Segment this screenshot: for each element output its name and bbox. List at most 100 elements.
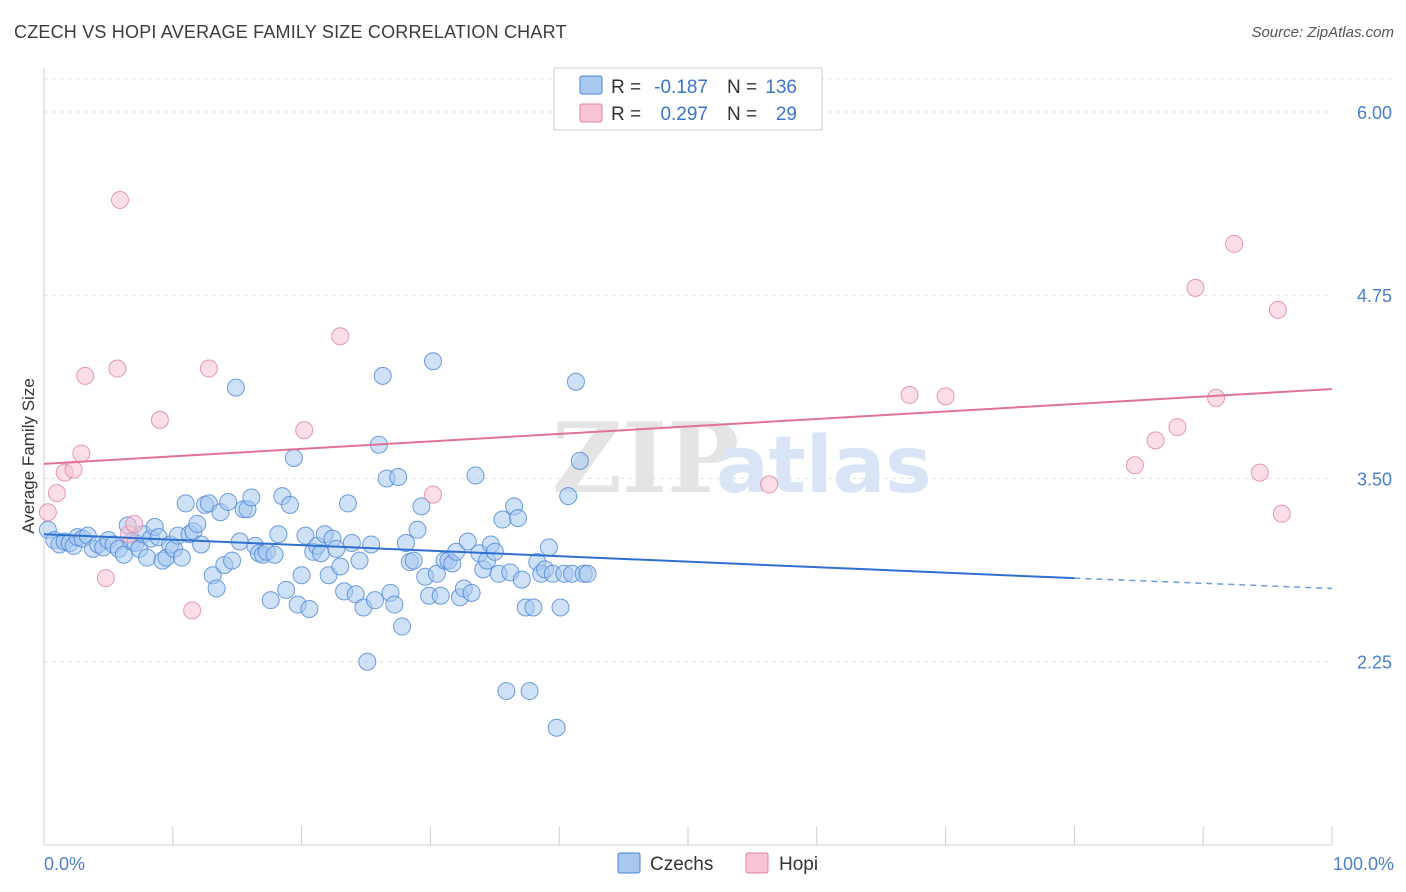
czechs-point [431, 586, 450, 605]
czechs-trend-extension [1074, 577, 1333, 590]
hopi-point [331, 327, 350, 346]
czechs-point [385, 595, 404, 614]
y-tick-label: 2.25 [1357, 653, 1392, 673]
czechs-point [389, 468, 408, 487]
gridlines [44, 78, 1392, 663]
y-tick-labels: 2.25 3.50 4.75 6.00 [1357, 103, 1392, 673]
czechs-points [38, 352, 597, 737]
hopi-point [1125, 456, 1144, 475]
legend-n-value-czechs: 136 [765, 77, 797, 98]
hopi-point [1268, 300, 1287, 319]
hopi-point [150, 410, 169, 429]
czechs-point [566, 372, 585, 391]
x-tick-label-min: 0.0% [44, 854, 85, 874]
czechs-point [296, 526, 315, 545]
legend-swatch-czechs [579, 75, 603, 95]
hopi-point [295, 421, 314, 440]
czechs-point [172, 548, 191, 567]
hopi-point [38, 503, 57, 522]
legend-r-label-hopi: R = [611, 104, 641, 125]
y-axis-label: Average Family Size [19, 378, 38, 534]
legend-n-label-hopi: N = [727, 104, 757, 125]
hopi-point [96, 569, 115, 588]
bottom-legend: Czechs Hopi [617, 852, 818, 875]
bottom-legend-label-hopi: Hopi [779, 854, 818, 875]
hopi-point [1272, 504, 1291, 523]
czechs-point [570, 451, 589, 470]
czechs-point [284, 448, 303, 467]
czechs-point [547, 718, 566, 737]
trend-lines [43, 388, 1333, 590]
czechs-point [539, 538, 558, 557]
czechs-point [512, 570, 531, 589]
czechs-point [559, 487, 578, 506]
czechs-point [346, 585, 365, 604]
bottom-legend-swatch-hopi [745, 852, 769, 874]
watermark: ZIP atlas [552, 402, 932, 515]
czechs-point [404, 551, 423, 570]
czechs-point [493, 510, 512, 529]
legend-swatch-hopi [579, 103, 603, 123]
czechs-point [485, 542, 504, 561]
czechs-point [458, 532, 477, 551]
bottom-legend-label-czechs: Czechs [650, 854, 713, 875]
legend-n-value-hopi: 29 [776, 104, 797, 125]
czechs-point [508, 509, 527, 528]
hopi-point [64, 460, 83, 479]
hopi-points [38, 190, 1291, 620]
czechs-point [497, 682, 516, 701]
czechs-point [427, 564, 446, 583]
czechs-point [524, 598, 543, 617]
legend-r-value-czechs: -0.187 [654, 77, 708, 98]
czechs-point [520, 682, 539, 701]
czechs-point [223, 551, 242, 570]
hopi-point [76, 366, 95, 385]
czechs-point [292, 566, 311, 585]
legend-n-label-czechs: N = [727, 77, 757, 98]
czechs-point [192, 535, 211, 554]
chart-title: CZECH VS HOPI AVERAGE FAMILY SIZE CORREL… [14, 22, 567, 42]
hopi-point [936, 387, 955, 406]
czechs-point [176, 494, 195, 513]
czechs-point [311, 544, 330, 563]
czechs-point [219, 492, 238, 511]
czechs-point [242, 488, 261, 507]
czechs-point [300, 599, 319, 618]
y-tick-label: 3.50 [1357, 469, 1392, 489]
hopi-point [108, 359, 127, 378]
czechs-point [373, 366, 392, 385]
czechs-point [362, 535, 381, 554]
czechs-point [226, 378, 245, 397]
hopi-point [900, 385, 919, 404]
legend-box: R = -0.187 N = 136 R = 0.297 N = 29 [553, 67, 823, 131]
czechs-point [281, 495, 300, 514]
czechs-point [331, 557, 350, 576]
hopi-point [110, 190, 129, 209]
hopi-point [47, 484, 66, 503]
czechs-point [408, 520, 427, 539]
czechs-point [350, 551, 369, 570]
czechs-point [261, 591, 280, 610]
watermark-atlas: atlas [716, 421, 932, 511]
hopi-point [72, 444, 91, 463]
hopi-point [1186, 278, 1205, 297]
hopi-point [1225, 234, 1244, 253]
czechs-point [393, 617, 412, 636]
czechs-point [466, 466, 485, 485]
czechs-point [207, 579, 226, 598]
y-tick-label: 6.00 [1357, 103, 1392, 123]
czechs-point [338, 494, 357, 513]
bottom-legend-swatch-czechs [617, 852, 641, 874]
hopi-point [1168, 418, 1187, 437]
hopi-point [1207, 388, 1226, 407]
x-tick-label-max: 100.0% [1333, 854, 1394, 874]
czechs-point [342, 533, 361, 552]
hopi-trend-line [43, 388, 1333, 465]
czechs-point [423, 352, 442, 371]
source-label: Source: ZipAtlas.com [1251, 24, 1394, 41]
hopi-point [183, 601, 202, 620]
czechs-point [269, 525, 288, 544]
czechs-point [114, 545, 133, 564]
hopi-point [199, 359, 218, 378]
